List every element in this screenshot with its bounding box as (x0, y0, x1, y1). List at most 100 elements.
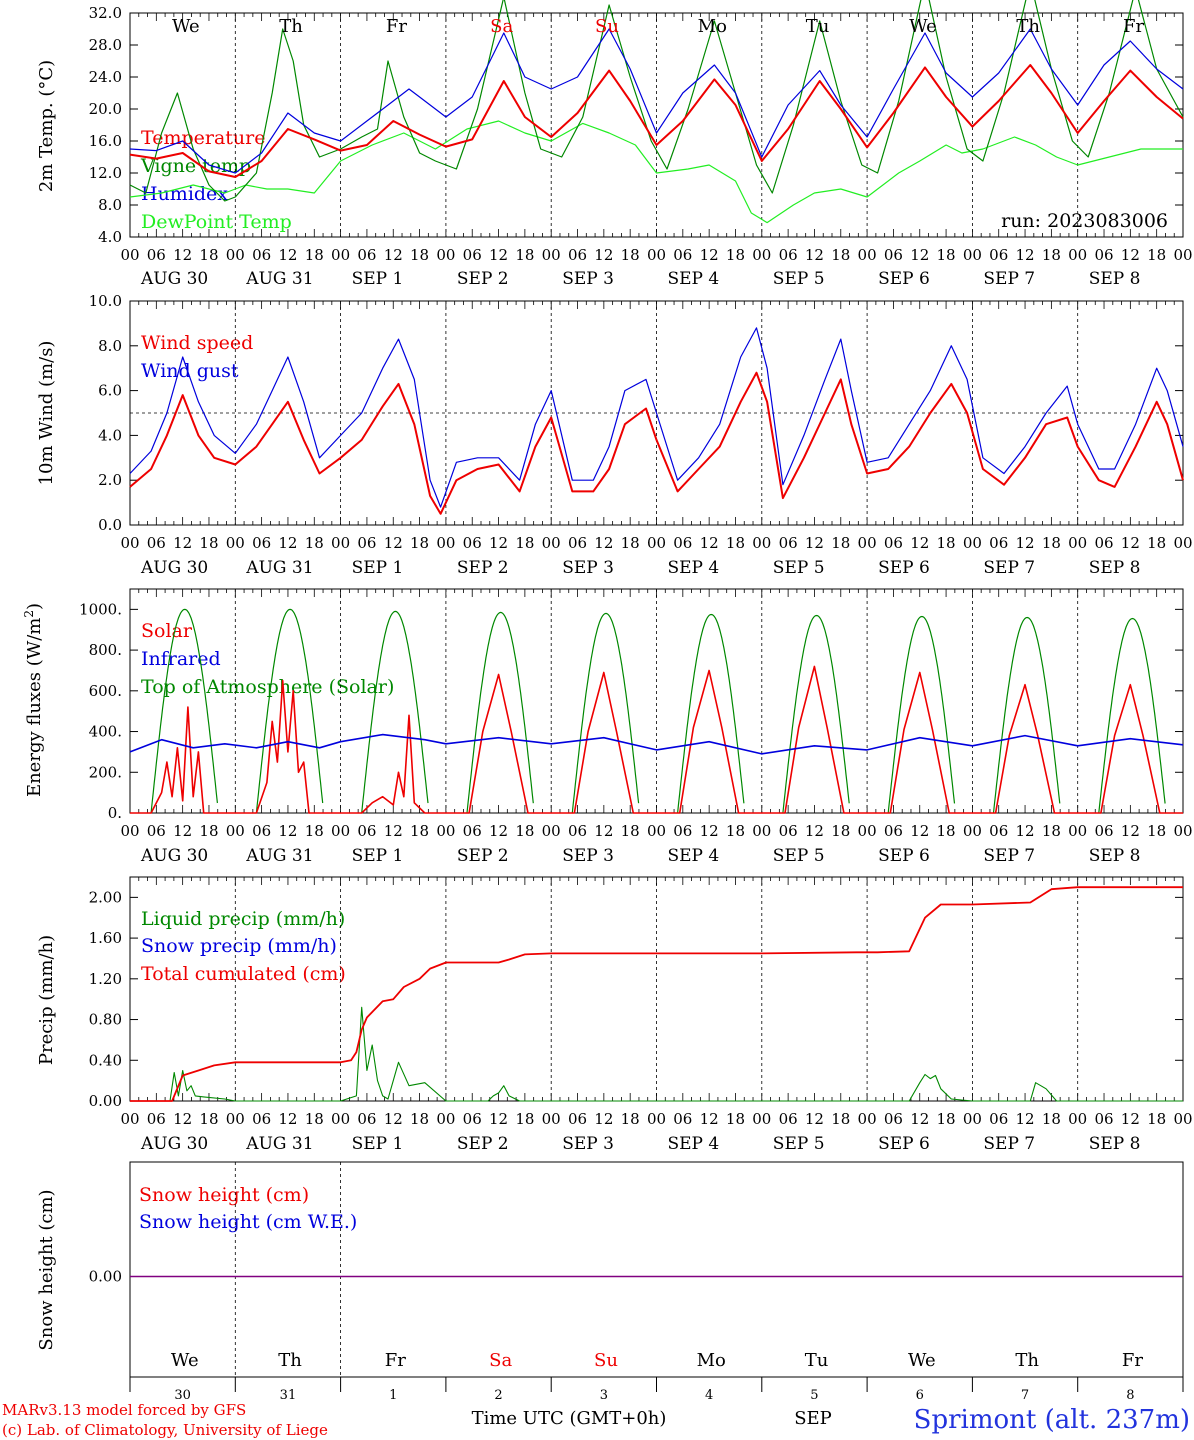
hour-tick-label: 00 (436, 822, 455, 840)
date-label: AUG 31 (245, 558, 313, 578)
series-toa-solar-day (677, 613, 745, 814)
hour-tick-label: 12 (489, 246, 508, 264)
y-tick-label: 800. (89, 641, 122, 659)
y-tick-label: 1000. (79, 600, 122, 618)
legend-dewpoint: DewPoint Temp (141, 211, 292, 233)
hour-tick-label: 12 (700, 822, 719, 840)
hour-tick-label: 18 (305, 822, 324, 840)
hour-tick-label: 00 (752, 246, 771, 264)
hour-tick-label: 00 (226, 246, 245, 264)
date-label: SEP 7 (983, 846, 1035, 866)
bottom-day-name: Th (278, 1350, 302, 1371)
hour-tick-label: 18 (1147, 822, 1166, 840)
date-label: SEP 8 (1089, 846, 1141, 866)
legend-temperature: Temperature (141, 127, 265, 149)
run-label: run: 2023083006 (1001, 210, 1168, 232)
hour-tick-label: 00 (858, 822, 877, 840)
y-tick-label: 0. (108, 804, 122, 822)
date-label: SEP 2 (457, 1134, 509, 1154)
date-label: SEP 4 (668, 269, 720, 289)
hour-tick-label: 00 (647, 534, 666, 552)
bottom-day-name: Su (594, 1350, 618, 1371)
date-label: SEP 4 (668, 846, 720, 866)
hour-tick-label: 06 (673, 246, 692, 264)
hour-tick-label: 18 (305, 246, 324, 264)
hour-tick-label: 06 (673, 822, 692, 840)
time-axis-label: Time UTC (GMT+0h) (472, 1408, 667, 1429)
hour-tick-label: 00 (542, 822, 561, 840)
energy-ylabel: Energy fluxes (W/m2) (22, 603, 45, 797)
hour-tick-label: 06 (1094, 246, 1113, 264)
hour-tick-label: 12 (594, 1110, 613, 1128)
hour-tick-label: 00 (331, 1110, 350, 1128)
y-tick-label: 1.60 (89, 929, 122, 947)
hour-tick-label: 00 (331, 534, 350, 552)
series-wind-gust (129, 327, 1184, 508)
hour-tick-label: 12 (910, 822, 929, 840)
hour-tick-label: 06 (463, 246, 482, 264)
bottom-day-number: 4 (705, 1388, 713, 1403)
date-label: SEP 8 (1089, 269, 1141, 289)
hour-tick-label: 12 (1121, 246, 1140, 264)
hour-tick-label: 06 (357, 822, 376, 840)
hour-tick-label: 00 (436, 1110, 455, 1128)
hour-tick-label: 00 (963, 246, 982, 264)
bottom-day-number: 6 (916, 1388, 924, 1403)
hour-tick-label: 06 (147, 246, 166, 264)
date-label: SEP 8 (1089, 1134, 1141, 1154)
hour-tick-label: 18 (726, 246, 745, 264)
hour-tick-label: 00 (858, 1110, 877, 1128)
bottom-day-name: Mo (697, 1350, 726, 1371)
series-toa-solar-day (361, 610, 429, 814)
hour-tick-label: 06 (147, 822, 166, 840)
hour-tick-label: 00 (647, 1110, 666, 1128)
hour-tick-label: 12 (805, 534, 824, 552)
hour-tick-label: 00 (858, 534, 877, 552)
panel-wind: 10m Wind (m/s) Wind speed Wind gust 00 06… (36, 292, 1193, 578)
hour-tick-label: 12 (173, 534, 192, 552)
hour-tick-label: 12 (805, 246, 824, 264)
series-infrared (129, 733, 1184, 755)
panel-precip: Precip (mm/h) Liquid precip (mm/h) Snow … (36, 876, 1193, 1154)
series-toa-solar-day (1098, 617, 1166, 814)
date-label: AUG 30 (140, 1134, 208, 1154)
bottom-day-number: 30 (174, 1388, 191, 1403)
date-label: SEP 3 (562, 558, 614, 578)
date-label: AUG 30 (140, 558, 208, 578)
legend-wind-speed: Wind speed (141, 332, 253, 354)
hour-tick-label: 12 (173, 246, 192, 264)
hour-tick-label: 12 (1016, 822, 1035, 840)
hour-tick-label: 18 (515, 1110, 534, 1128)
date-label: SEP 2 (457, 269, 509, 289)
bottom-day-name: Fr (1122, 1350, 1143, 1371)
y-tick-label: 10.0 (89, 292, 122, 310)
hour-tick-label: 06 (568, 1110, 587, 1128)
hour-tick-label: 06 (779, 822, 798, 840)
day-name: Th (1016, 16, 1040, 37)
y-tick-label: 4.0 (98, 228, 122, 246)
date-label: AUG 31 (245, 1134, 313, 1154)
hour-tick-label: 12 (489, 822, 508, 840)
hour-tick-label: 00 (647, 822, 666, 840)
hour-tick-label: 18 (1147, 246, 1166, 264)
legend-snow-precip: Snow precip (mm/h) (141, 935, 337, 957)
y-tick-label: 0.00 (89, 1268, 122, 1286)
hour-tick-label: 00 (1173, 534, 1192, 552)
hour-tick-label: 18 (1042, 822, 1061, 840)
hour-tick-label: 12 (910, 534, 929, 552)
hour-tick-label: 06 (989, 246, 1008, 264)
y-tick-label: 200. (89, 763, 122, 781)
date-label: SEP 3 (562, 846, 614, 866)
hour-tick-label: 06 (357, 246, 376, 264)
y-tick-label: 0.00 (89, 1092, 122, 1110)
bottom-day-name: Th (1015, 1350, 1039, 1371)
hour-tick-label: 06 (568, 246, 587, 264)
hour-tick-label: 06 (989, 534, 1008, 552)
series-toa-solar-day (150, 608, 218, 814)
hour-tick-label: 12 (173, 1110, 192, 1128)
hour-tick-label: 06 (673, 1110, 692, 1128)
bottom-day-name: Sa (489, 1350, 512, 1371)
